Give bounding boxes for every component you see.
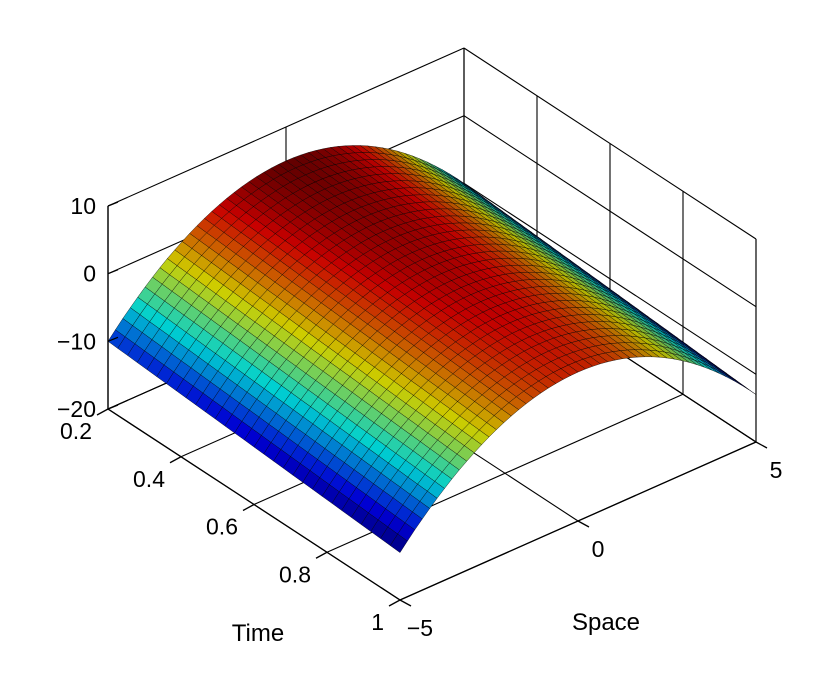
y-tick-label: 0.2 — [60, 418, 92, 444]
y-tick-mark — [96, 408, 109, 416]
y-tick-mark — [388, 599, 401, 607]
x-tick-label: 0 — [592, 536, 605, 562]
y-tick-label: 0.8 — [279, 561, 311, 587]
x-tick-mark — [755, 441, 768, 449]
y-tick-label: 1 — [371, 609, 384, 635]
axes-frame — [96, 201, 768, 607]
z-tick-label: 10 — [70, 193, 96, 219]
z-tick-label: 0 — [83, 261, 96, 287]
y-tick-mark — [169, 456, 182, 464]
y-axis-label: Time — [232, 620, 284, 647]
z-tick-mark — [107, 201, 119, 207]
axis-labels: Space Time −5 0 5 0.2 0.4 0.6 0.8 1 −20 −10 0 10 — [57, 193, 782, 647]
z-tick-mark — [107, 336, 119, 342]
surface-patch — [389, 533, 408, 553]
z-tick-label: −10 — [57, 328, 96, 354]
x-tick-mark — [577, 520, 590, 528]
z-tick-mark — [107, 404, 119, 410]
x-tick-label: 5 — [770, 457, 783, 483]
y-tick-label: 0.4 — [133, 466, 165, 492]
x-tick-label: −5 — [407, 615, 433, 641]
x-axis-label: Space — [572, 609, 640, 636]
z-tick-label: −20 — [57, 396, 96, 422]
z-tick-mark — [107, 269, 119, 275]
y-tick-mark — [315, 551, 328, 559]
y-tick-mark — [242, 503, 255, 512]
y-tick-label: 0.6 — [206, 514, 238, 540]
x-tick-mark — [399, 599, 412, 607]
surface-mesh — [107, 145, 757, 553]
